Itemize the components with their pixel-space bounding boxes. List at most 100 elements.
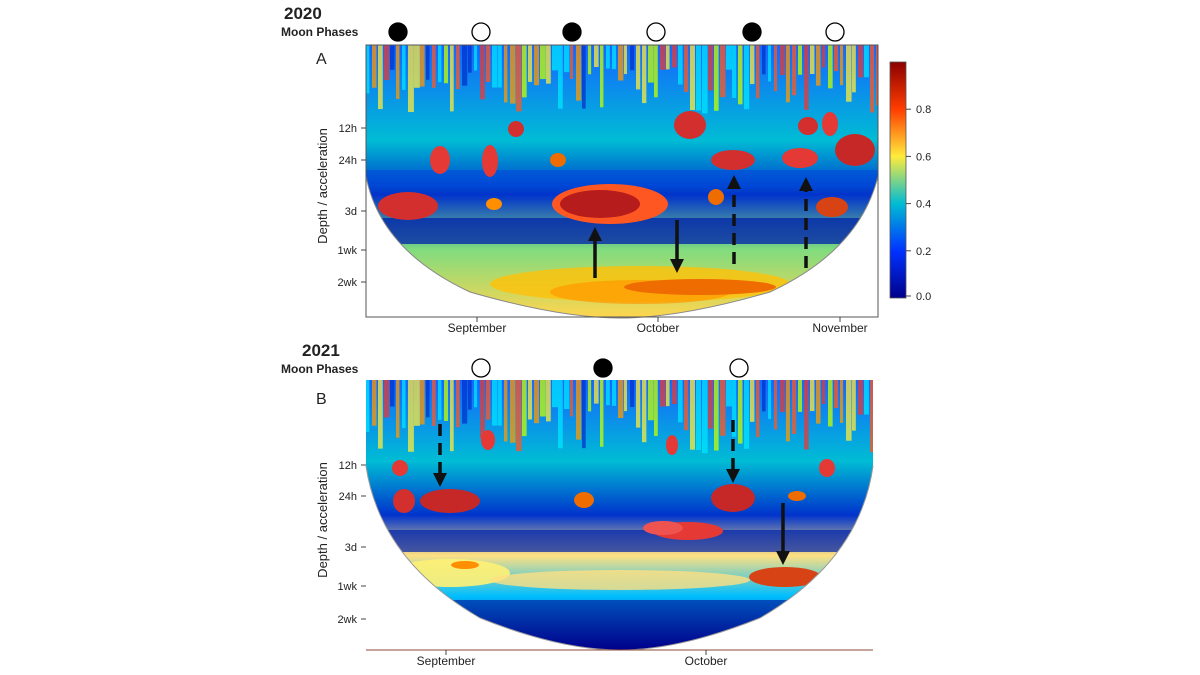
wavelet-power-streak — [606, 380, 610, 406]
wavelet-power-streak — [420, 45, 425, 87]
new-moon-icon — [742, 22, 762, 42]
wavelet-power-streak — [810, 45, 815, 74]
wavelet-power-streak — [438, 380, 442, 420]
wavelet-power-streak — [810, 380, 815, 412]
xtick-label: November — [812, 321, 867, 335]
xtick-label: October — [637, 321, 680, 335]
wavelet-power-streak — [474, 380, 478, 408]
wavelet-power-streak — [732, 380, 737, 437]
wavelet-power-streak — [378, 45, 383, 110]
wavelet-power-streak — [774, 380, 778, 430]
wavelet-power-streak — [720, 380, 726, 436]
full-moon-icon — [825, 22, 845, 42]
wavelet-power-streak — [792, 380, 797, 434]
full-moon-icon — [471, 22, 491, 42]
wavelet-power-streak — [450, 45, 454, 112]
wavelet-power-streak — [852, 380, 856, 431]
wavelet-power-streak — [558, 380, 563, 449]
wavelet-power-streak — [858, 380, 864, 415]
wavelet-power-streak — [462, 45, 468, 86]
wavelet-power-streak — [402, 380, 406, 429]
wavelet-power-streak — [690, 45, 695, 111]
wavelet-power-streak — [804, 380, 809, 450]
wavelet-power-streak — [462, 380, 468, 424]
wavelet-power-streak — [786, 45, 790, 103]
wavelet-power-streak — [504, 45, 508, 103]
wavelet-power-streak — [426, 380, 430, 418]
ytick-label: 24h — [339, 491, 357, 503]
wavelet-power-streak — [558, 45, 563, 109]
wavelet-power-streak — [618, 45, 624, 81]
wavelet-power-streak — [582, 45, 586, 109]
wavelet-power-streak — [576, 380, 582, 440]
wavelet-power-streak — [870, 45, 875, 113]
wavelet-power-streak — [522, 380, 527, 437]
wavelet-power-streak — [834, 380, 839, 409]
ylabel-a: Depth / acceleration — [315, 128, 330, 244]
wavelet-power-streak — [846, 380, 852, 441]
wavelet-power-streak — [696, 45, 702, 111]
wavelet-power-streak — [456, 45, 460, 90]
ytick-label: 3d — [345, 206, 357, 218]
wavelet-power-streak — [780, 380, 785, 413]
wavelet-power-streak — [570, 380, 574, 417]
wavelet-power-streak — [492, 380, 498, 426]
wavelet-power-streak — [600, 380, 604, 447]
wavelet-power-streak — [654, 45, 658, 98]
wavelet-power-streak — [690, 380, 695, 450]
wavelet-power-streak — [840, 380, 844, 423]
wavelet-power-streak — [780, 45, 785, 76]
wavelet-power-streak — [864, 45, 869, 78]
full-moon-icon — [471, 358, 491, 378]
wavelet-power-streak — [840, 45, 844, 86]
wavelet-power-streak — [654, 380, 658, 437]
wavelet-power-streak — [666, 380, 670, 407]
ytick-label: 2wk — [337, 277, 357, 289]
wavelet-power-streak — [522, 45, 527, 98]
wavelet-power-streak — [576, 45, 582, 101]
wavelet-power-streak — [714, 380, 719, 451]
wavelet-power-streak — [540, 45, 546, 80]
wavelet-power-streak — [480, 380, 485, 439]
wavelet-power-streak — [858, 45, 864, 78]
wavelet-power-streak — [660, 380, 666, 407]
wavelet-power-streak — [846, 45, 852, 102]
colorbar-tick-label: 0.0 — [916, 291, 931, 303]
wavelet-power-streak — [426, 45, 430, 80]
wavelet-power-streak — [768, 45, 772, 82]
year-label-2021: 2021 — [302, 341, 340, 360]
wavelet-power-streak — [552, 45, 558, 71]
wavelet-power-streak — [432, 45, 436, 88]
wavelet-power-streak — [768, 380, 772, 420]
wavelet-power-streak — [486, 380, 491, 420]
wavelet-power-streak — [588, 380, 592, 412]
ytick-label: 1wk — [337, 581, 357, 593]
wavelet-power-streak — [732, 45, 737, 98]
wavelet-power-streak — [498, 45, 502, 88]
ylabel-b: Depth / acceleration — [315, 462, 330, 578]
wavelet-power-streak — [594, 45, 599, 68]
wavelet-power-streak — [540, 380, 546, 417]
wavelet-power-streak — [702, 380, 708, 454]
wavelet-power-streak — [672, 45, 677, 68]
wavelet-power-streak — [624, 380, 628, 412]
wavelet-power-streak — [750, 45, 755, 85]
panel-label-a: A — [316, 51, 327, 68]
wavelet-power-streak — [402, 45, 406, 90]
wavelet-power-streak — [648, 45, 654, 83]
wavelet-power-streak — [504, 380, 508, 442]
colorbar-tick-label: 0.2 — [916, 246, 931, 258]
wavelet-power-streak — [756, 45, 760, 99]
wavelet-power-streak — [678, 45, 683, 85]
ytick-label: 24h — [339, 155, 357, 167]
wavelet-power-streak — [798, 380, 803, 412]
wavelet-power-streak — [696, 380, 702, 451]
wavelet-power-streak — [762, 380, 766, 412]
wavelet-power-streak — [420, 380, 425, 425]
wavelet-power-streak — [384, 45, 390, 80]
wavelet-power-streak — [804, 45, 809, 110]
wavelet-power-streak — [564, 45, 570, 73]
xtick-label: October — [685, 654, 728, 668]
wavelet-power-streak — [528, 380, 533, 420]
wavelet-power-streak — [864, 380, 869, 415]
